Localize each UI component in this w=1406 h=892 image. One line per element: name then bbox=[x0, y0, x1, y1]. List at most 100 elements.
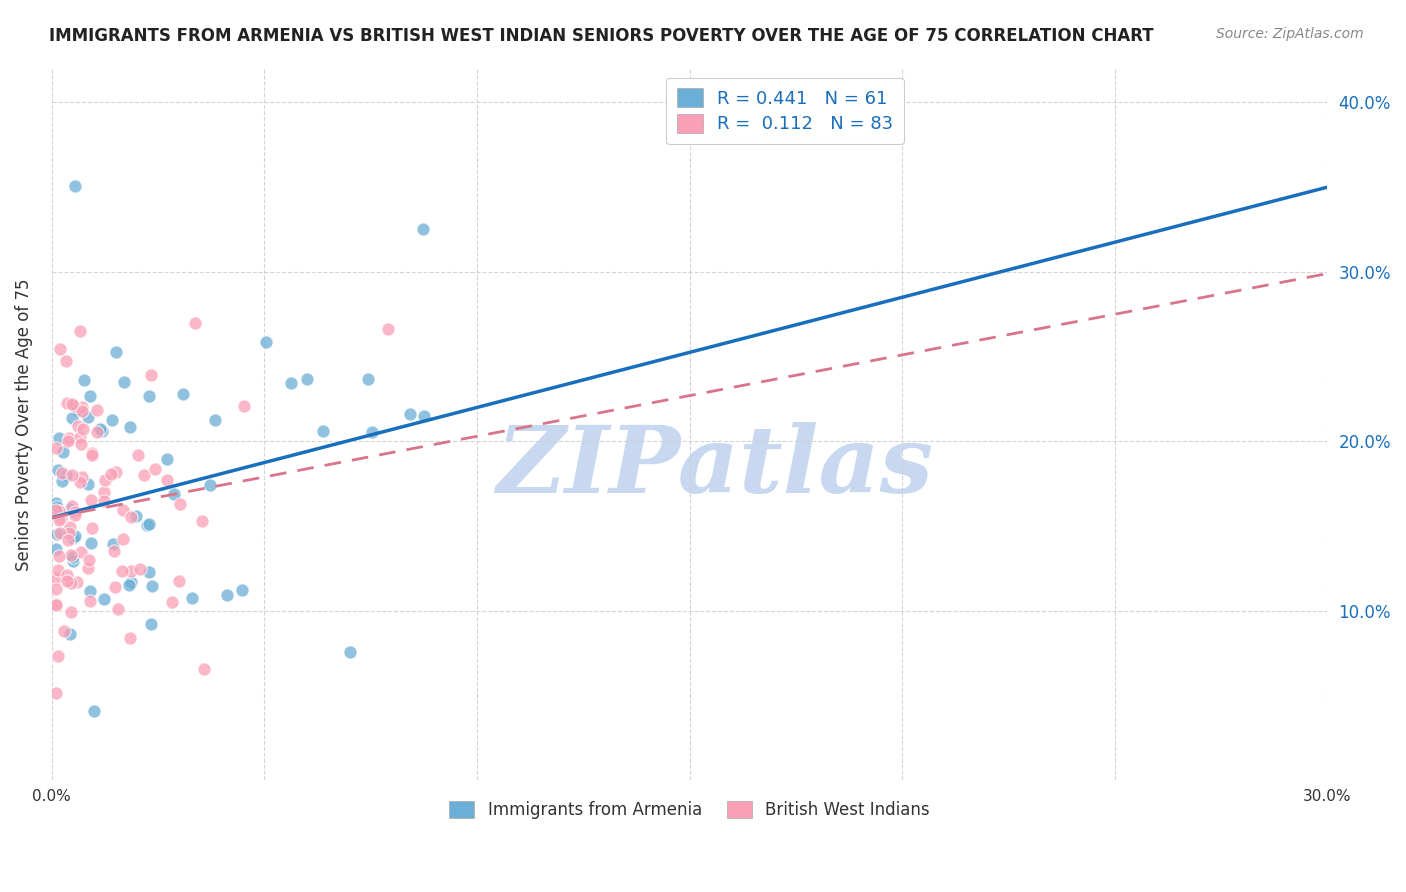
Point bbox=[112, 375, 135, 389]
Point bbox=[55, 354, 77, 368]
Point bbox=[59, 576, 82, 591]
Point bbox=[399, 407, 422, 421]
Point bbox=[120, 564, 142, 578]
Point bbox=[254, 334, 277, 349]
Point bbox=[103, 544, 125, 558]
Point bbox=[53, 624, 76, 638]
Point bbox=[66, 419, 89, 434]
Point bbox=[72, 373, 94, 387]
Point bbox=[60, 467, 83, 482]
Point bbox=[76, 560, 98, 574]
Point bbox=[48, 549, 70, 563]
Point bbox=[141, 617, 163, 632]
Point bbox=[51, 475, 73, 489]
Point bbox=[141, 368, 163, 383]
Point bbox=[48, 431, 70, 445]
Point bbox=[65, 179, 87, 194]
Y-axis label: Seniors Poverty Over the Age of 75: Seniors Poverty Over the Age of 75 bbox=[15, 278, 32, 571]
Point bbox=[58, 533, 80, 548]
Point bbox=[46, 563, 69, 577]
Point bbox=[77, 410, 100, 425]
Point bbox=[56, 524, 79, 538]
Point bbox=[117, 578, 139, 592]
Point bbox=[101, 413, 124, 427]
Point bbox=[280, 376, 302, 391]
Point bbox=[46, 648, 69, 663]
Point bbox=[118, 631, 141, 645]
Point bbox=[200, 477, 222, 491]
Point bbox=[107, 601, 129, 615]
Text: IMMIGRANTS FROM ARMENIA VS BRITISH WEST INDIAN SENIORS POVERTY OVER THE AGE OF 7: IMMIGRANTS FROM ARMENIA VS BRITISH WEST … bbox=[49, 27, 1154, 45]
Point bbox=[93, 485, 115, 500]
Point bbox=[69, 324, 91, 338]
Point bbox=[83, 704, 105, 718]
Point bbox=[45, 571, 67, 585]
Point bbox=[204, 413, 226, 427]
Point bbox=[66, 403, 89, 417]
Point bbox=[184, 316, 207, 330]
Point bbox=[127, 448, 149, 462]
Point bbox=[295, 372, 318, 386]
Point bbox=[51, 512, 73, 526]
Point bbox=[45, 598, 67, 612]
Point bbox=[79, 583, 101, 598]
Point bbox=[169, 497, 191, 511]
Point bbox=[413, 409, 436, 423]
Point bbox=[360, 425, 382, 440]
Point bbox=[56, 396, 79, 410]
Point bbox=[412, 222, 434, 236]
Point bbox=[93, 474, 115, 488]
Point bbox=[70, 404, 93, 418]
Point bbox=[45, 496, 67, 510]
Point bbox=[129, 562, 152, 576]
Point bbox=[180, 591, 202, 605]
Text: Source: ZipAtlas.com: Source: ZipAtlas.com bbox=[1216, 27, 1364, 41]
Point bbox=[156, 451, 179, 466]
Point bbox=[72, 400, 94, 414]
Point bbox=[70, 437, 93, 451]
Point bbox=[77, 553, 100, 567]
Point bbox=[80, 446, 103, 460]
Point bbox=[120, 510, 142, 524]
Point bbox=[89, 422, 111, 436]
Point bbox=[136, 518, 159, 533]
Point bbox=[339, 645, 361, 659]
Point bbox=[138, 517, 160, 532]
Legend: Immigrants from Armenia, British West Indians: Immigrants from Armenia, British West In… bbox=[443, 794, 936, 825]
Point bbox=[63, 399, 86, 413]
Point bbox=[82, 448, 104, 462]
Point bbox=[86, 403, 108, 417]
Point bbox=[45, 597, 67, 611]
Point bbox=[48, 504, 70, 518]
Point bbox=[62, 554, 84, 568]
Point bbox=[160, 595, 183, 609]
Point bbox=[112, 532, 135, 546]
Point bbox=[191, 514, 214, 528]
Point bbox=[60, 605, 83, 619]
Point bbox=[156, 474, 179, 488]
Point bbox=[63, 508, 86, 523]
Point bbox=[59, 519, 82, 533]
Point bbox=[63, 505, 86, 519]
Point bbox=[48, 526, 70, 541]
Point bbox=[58, 432, 80, 446]
Point bbox=[45, 441, 67, 455]
Point bbox=[45, 582, 67, 596]
Point bbox=[111, 564, 134, 578]
Point bbox=[163, 487, 186, 501]
Point bbox=[217, 589, 239, 603]
Point bbox=[100, 467, 122, 482]
Point bbox=[55, 568, 77, 582]
Point bbox=[93, 592, 115, 607]
Point bbox=[69, 430, 91, 444]
Point bbox=[58, 525, 80, 540]
Point bbox=[77, 477, 100, 491]
Point bbox=[79, 593, 101, 607]
Point bbox=[111, 503, 134, 517]
Point bbox=[63, 529, 86, 543]
Point bbox=[72, 422, 94, 436]
Point bbox=[45, 503, 67, 517]
Point bbox=[105, 345, 128, 359]
Point bbox=[55, 467, 77, 482]
Point bbox=[59, 627, 82, 641]
